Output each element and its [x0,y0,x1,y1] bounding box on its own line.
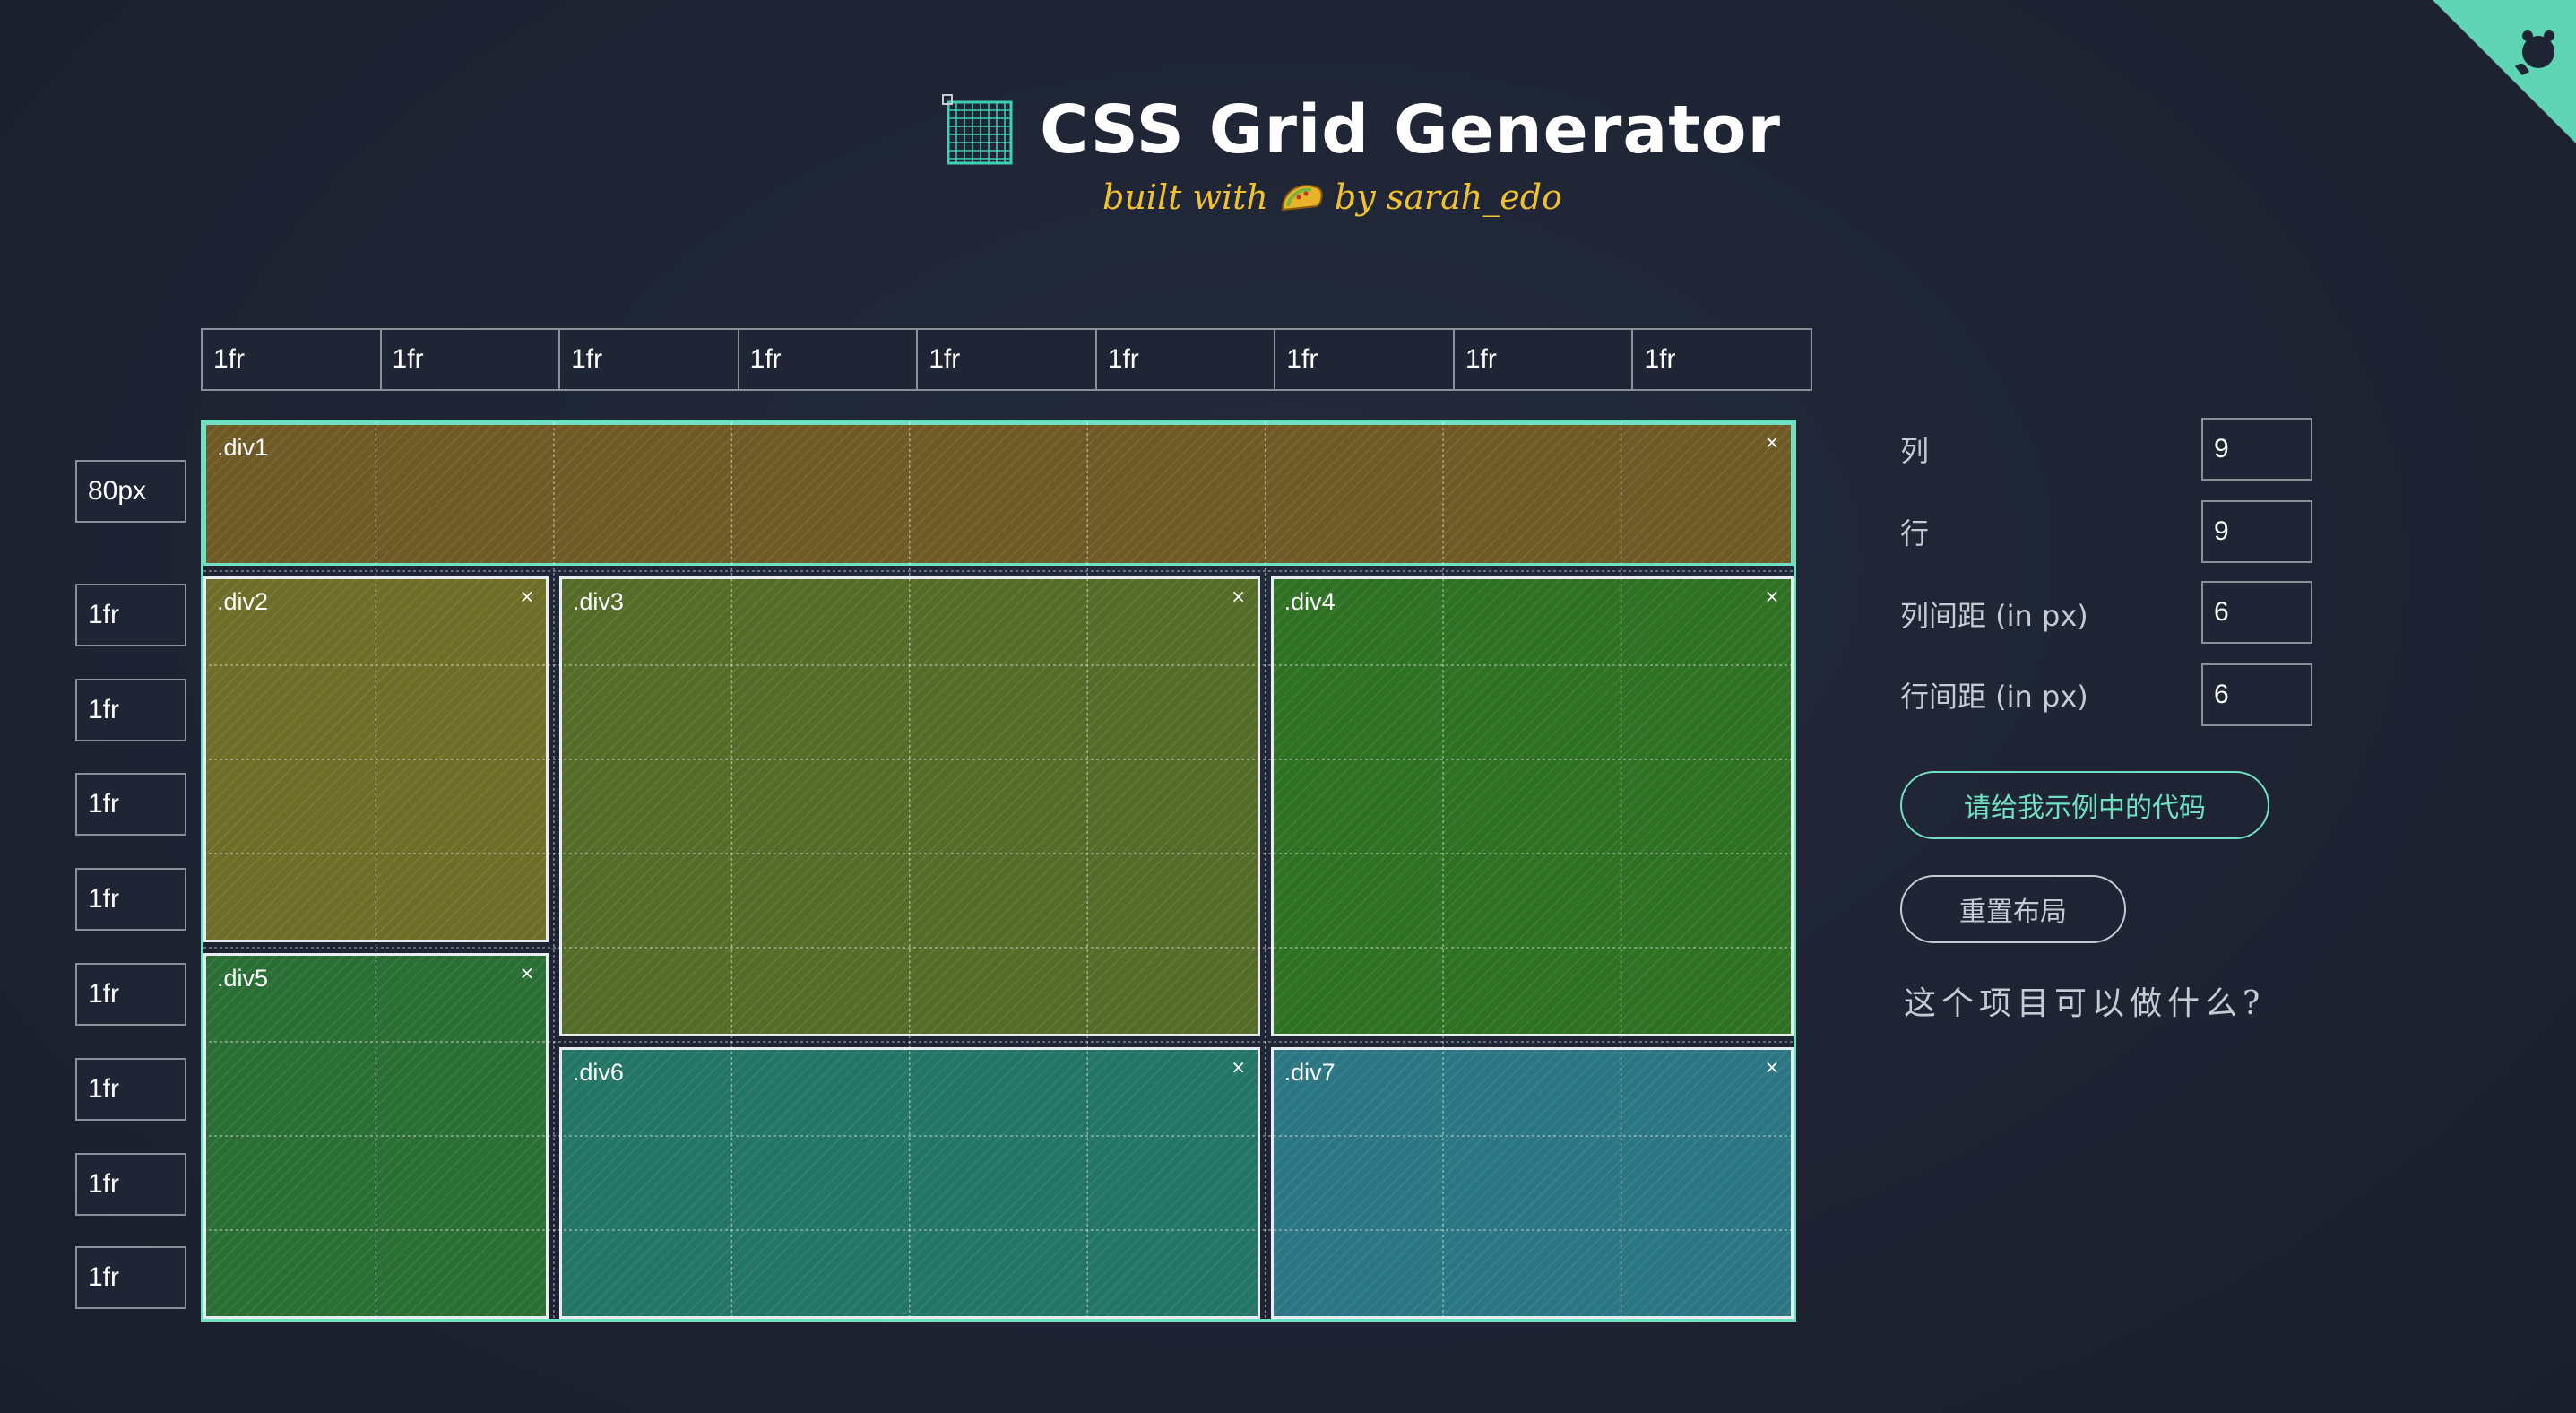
grid-item[interactable]: .div5 × [203,953,549,1319]
columns-label: 列 [1900,434,1930,468]
column-unit-input[interactable] [1633,330,1811,389]
taco-icon [1281,185,1323,212]
app-header: CSS Grid Generator built with by sarah_e… [923,79,1780,240]
grid-area: .div1 × .div2 × .div3 × .div4 × .div5 × .div6 × .div… [203,422,1794,1319]
grid-item[interactable]: .div2 × [203,576,549,942]
column-units [201,328,1812,391]
close-icon[interactable]: × [517,963,537,983]
row-unit-input[interactable] [75,1058,186,1121]
column-unit-input[interactable] [739,330,917,389]
page-title: CSS Grid Generator [1040,91,1781,169]
grid-item-label: .div4 [1284,588,1336,615]
author-link[interactable]: by sarah_edo [1334,178,1562,217]
about-project-link[interactable]: 这个项目可以做什么? [1904,985,2266,1022]
show-code-button[interactable]: 请给我示例中的代码 [1900,771,2269,839]
byline: built with by sarah_edo [1102,178,1562,217]
grid-item[interactable]: .div3 × [558,576,1260,1036]
github-octocat-icon[interactable] [2433,0,2576,143]
row-unit-input[interactable] [75,1246,186,1309]
settings-panel: 列 行 列间距 (in px) 行间距 (in px) 请给我示例中的代码 重置… [1900,418,2510,1045]
grid-item-label: .div5 [217,965,269,992]
grid-canvas[interactable]: .div1 × .div2 × .div3 × .div4 × .div5 × .div6 × .div… [201,420,1796,1322]
column-unit-input[interactable] [1454,330,1632,389]
row-gap-input[interactable] [2201,663,2312,726]
row-unit-input[interactable] [75,868,186,931]
grid-item[interactable]: .div1 × [203,422,1794,566]
row-units [75,420,186,1322]
rows-input[interactable] [2201,500,2312,563]
row-unit-input[interactable] [75,963,186,1026]
grid-item[interactable]: .div7 × [1270,1047,1794,1319]
column-unit-input[interactable] [381,330,559,389]
close-icon[interactable]: × [517,586,537,606]
row-gap-label: 行间距 (in px) [1900,680,2088,714]
row-unit-input[interactable] [75,773,186,836]
column-gap-input[interactable] [2201,581,2312,644]
grid-item[interactable]: .div6 × [558,1047,1260,1319]
close-icon[interactable]: × [1762,1057,1782,1077]
grid-item-label: .div6 [572,1059,624,1086]
row-unit-input[interactable] [75,460,186,523]
grid-item-label: .div1 [217,434,269,461]
close-icon[interactable]: × [1229,1057,1249,1077]
row-unit-input[interactable] [75,584,186,646]
grid-item-label: .div3 [572,588,624,615]
grid-item[interactable]: .div4 × [1270,576,1794,1036]
close-icon[interactable]: × [1762,432,1782,452]
column-unit-input[interactable] [203,330,380,389]
close-icon[interactable]: × [1762,586,1782,606]
row-unit-input[interactable] [75,1153,186,1216]
column-unit-input[interactable] [918,330,1095,389]
rows-label: 行 [1900,516,1930,550]
grid-item-label: .div7 [1284,1059,1336,1086]
column-gap-label: 列间距 (in px) [1900,599,2088,633]
columns-input[interactable] [2201,418,2312,481]
reset-layout-button[interactable]: 重置布局 [1900,875,2126,943]
column-unit-input[interactable] [1096,330,1275,389]
column-unit-input[interactable] [1275,330,1453,389]
grid-logo-icon [942,94,1013,165]
built-with-text: built with [1102,178,1268,217]
column-unit-input[interactable] [560,330,738,389]
grid-item-label: .div2 [217,588,269,615]
close-icon[interactable]: × [1229,586,1249,606]
row-unit-input[interactable] [75,679,186,741]
